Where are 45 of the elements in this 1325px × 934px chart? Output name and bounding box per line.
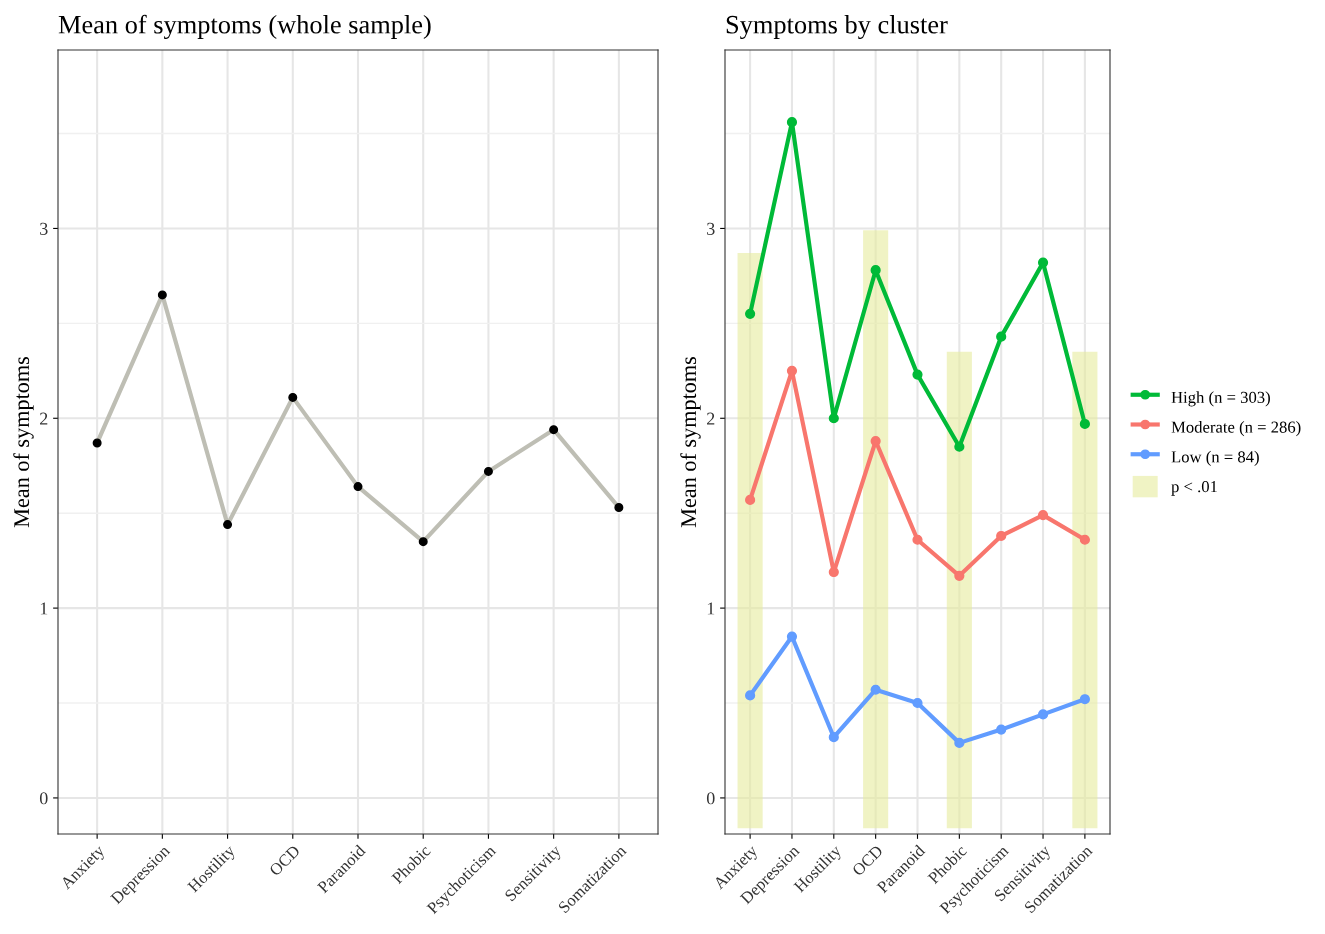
y-axis-title: Mean of symptoms: [13, 357, 34, 528]
point: [745, 494, 756, 505]
point: [996, 724, 1007, 735]
y-tick-label: 1: [40, 602, 48, 615]
point: [786, 631, 798, 642]
point: [828, 413, 839, 424]
point: [745, 690, 756, 701]
point: [828, 732, 839, 743]
point: [786, 117, 798, 128]
point: [1079, 418, 1090, 430]
point: [912, 534, 923, 545]
point: [870, 265, 881, 276]
bar: [1072, 351, 1098, 829]
point: [954, 441, 965, 452]
point: [996, 530, 1007, 542]
y-tick-label: 2: [40, 412, 48, 425]
y-tick-label: 3: [40, 222, 48, 235]
point: [912, 369, 923, 380]
legend-label: Low (n = 84): [1171, 450, 1259, 466]
chart-title: Symptoms by cluster: [726, 15, 948, 40]
point: [996, 331, 1007, 342]
point: [912, 697, 923, 709]
point: [1079, 694, 1090, 705]
point: [786, 365, 798, 376]
y-tick-label: 2: [707, 412, 715, 425]
y-tick-label: 0: [39, 792, 48, 805]
point: [1037, 257, 1049, 268]
legend-label: High (n = 303): [1171, 391, 1270, 407]
point: [870, 684, 881, 695]
y-tick-label: 3: [707, 222, 715, 235]
bar: [737, 253, 763, 829]
point: [1079, 534, 1090, 545]
point: [745, 308, 756, 319]
bar: [863, 230, 889, 829]
y-tick-label: 0: [706, 792, 715, 805]
point: [1037, 509, 1049, 521]
point: [1037, 709, 1049, 720]
legend-label: Moderate (n = 286): [1171, 421, 1301, 437]
point: [954, 570, 965, 581]
chart-title: Mean of symptoms (whole sample): [58, 14, 431, 40]
y-axis-title: Mean of symptoms: [680, 357, 701, 528]
y-tick-label: 1: [707, 602, 715, 615]
point: [954, 737, 965, 748]
bar: [946, 351, 972, 829]
legend-label: p < .01: [1171, 481, 1217, 496]
